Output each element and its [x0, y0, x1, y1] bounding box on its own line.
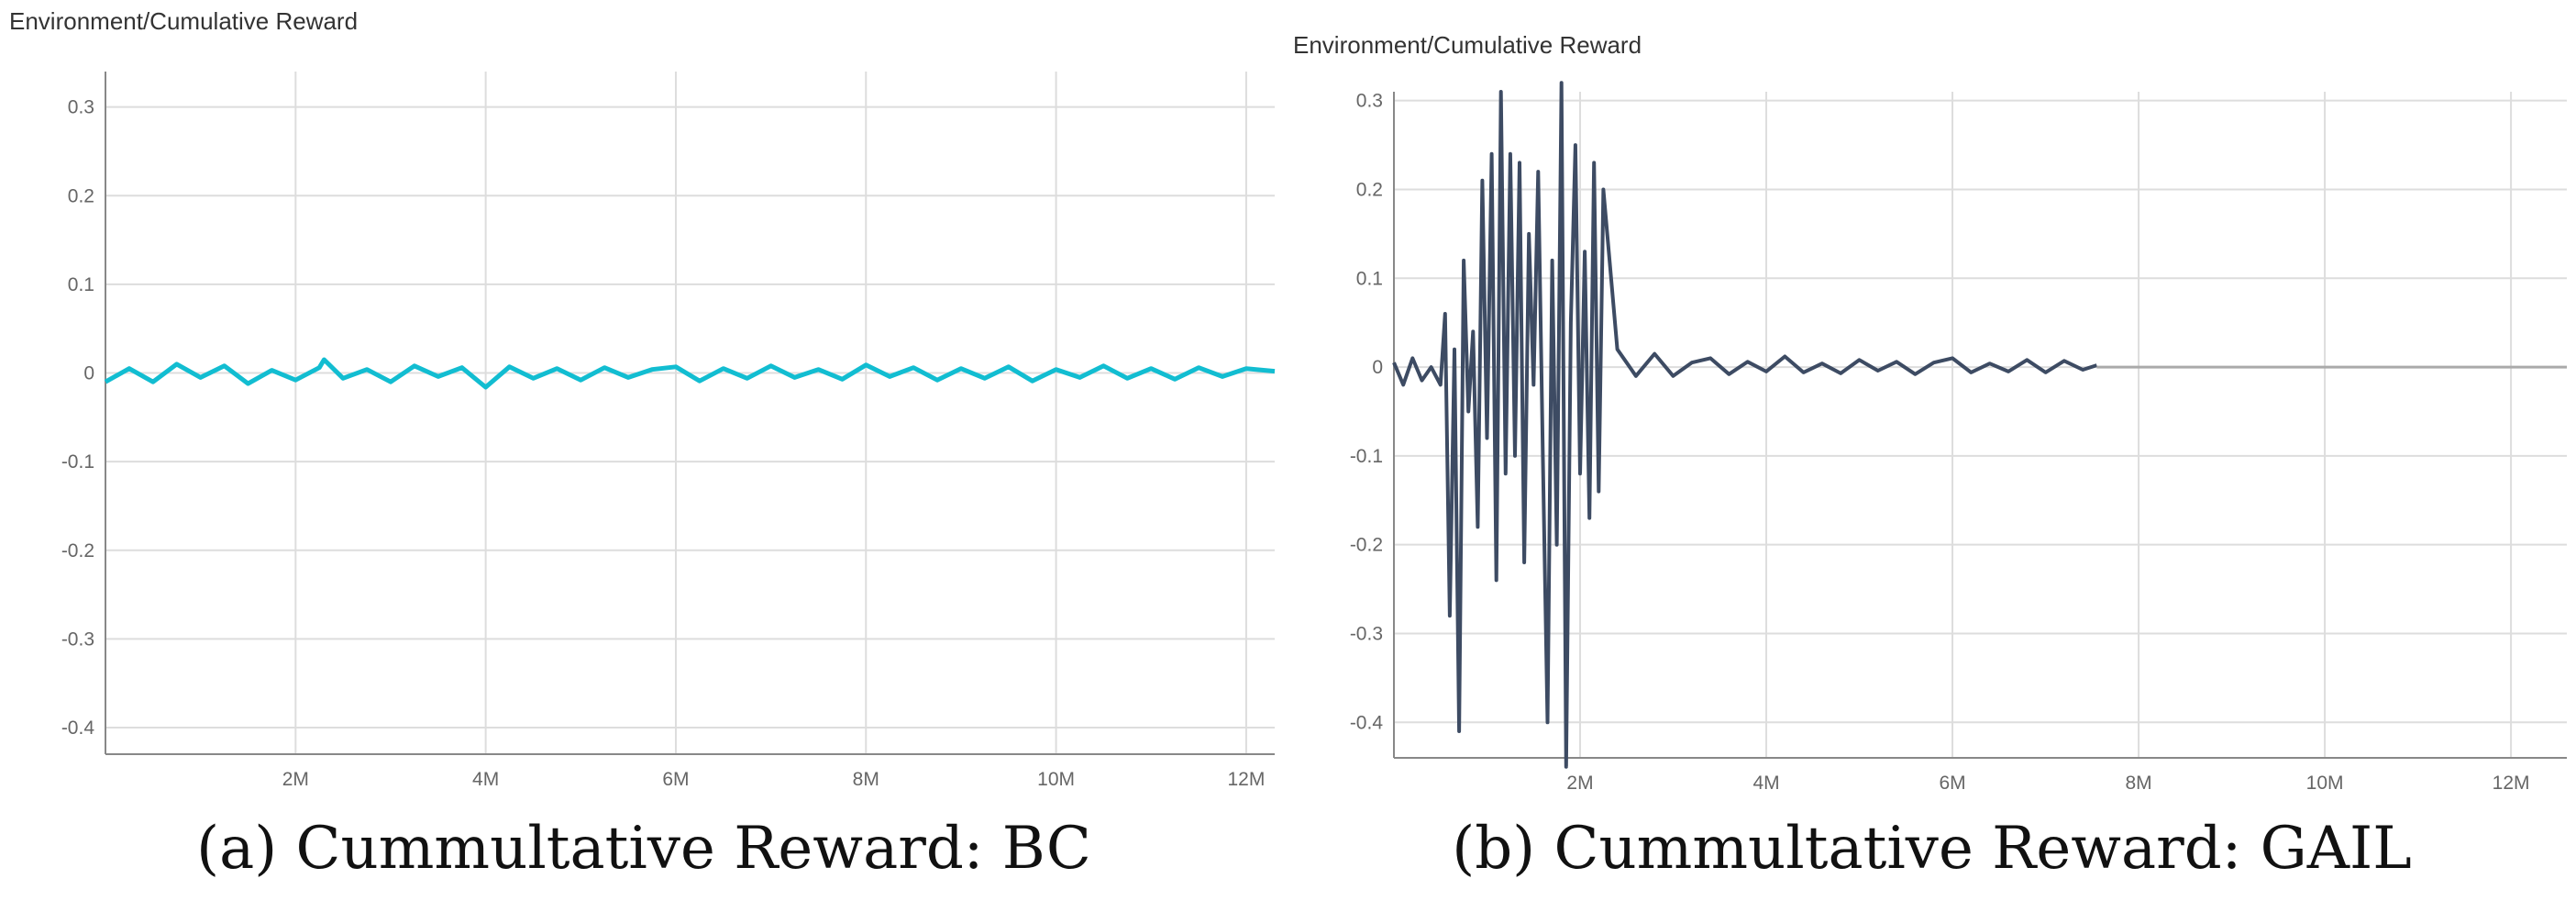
x-tick-label: 4M — [1752, 773, 1779, 794]
x-tick-label: 2M — [282, 769, 309, 790]
series-line — [1392, 81, 2098, 769]
y-tick-label: -0.4 — [1350, 712, 1384, 733]
chart-caption: (b) Cummultative Reward: GAIL — [1452, 815, 2412, 883]
y-tick-label: -0.2 — [1350, 535, 1383, 556]
x-tick-label: 10M — [1037, 769, 1075, 790]
y-tick-label: 0.1 — [1356, 268, 1383, 289]
x-tick-label: 4M — [472, 769, 499, 790]
line-chart-gail: 0.3 0.2 0.1 0 -0.1 -0.2 -0.3 -0.4 2M 4M 6M 8M 10M 12M — [1350, 81, 2567, 794]
x-tick-label: 12M — [1227, 769, 1265, 790]
y-tick-label: -0.3 — [61, 628, 94, 650]
chart-title: Environment/Cumulative Reward — [1293, 31, 1642, 59]
chart-title: Environment/Cumulative Reward — [9, 7, 359, 35]
y-tick-label: 0.2 — [1356, 179, 1383, 200]
x-tick-label: 6M — [1939, 773, 1965, 794]
y-tick-label: 0.3 — [1356, 91, 1383, 112]
x-tick-label: 12M — [2493, 773, 2530, 794]
y-tick-label: -0.2 — [61, 540, 94, 562]
line-chart-bc: 0.3 0.2 0.1 0 -0.1 -0.2 -0.3 -0.4 2M 4M 6M 8M 10M 12M — [61, 72, 1276, 790]
x-tick-label: 8M — [2125, 773, 2151, 794]
x-tick-label: 8M — [853, 769, 879, 790]
y-tick-label: -0.1 — [61, 451, 94, 473]
x-tick-label: 10M — [2306, 773, 2344, 794]
y-tick-label: 0 — [83, 363, 94, 384]
y-tick-label: 0 — [1372, 357, 1383, 378]
x-tick-label: 2M — [1566, 773, 1593, 794]
series-line — [104, 357, 1276, 390]
chart-panel-bc: Environment/Cumulative Reward 0.3 0.2 0.1 0… — [9, 7, 1276, 883]
y-tick-label: 0.2 — [68, 185, 94, 206]
y-tick-label: -0.3 — [1350, 623, 1383, 644]
chart-caption: (a) Cummultative Reward: BC — [196, 815, 1091, 883]
y-tick-label: -0.1 — [1350, 446, 1383, 467]
y-tick-label: -0.4 — [61, 717, 95, 739]
x-tick-label: 6M — [662, 769, 689, 790]
y-tick-label: 0.1 — [68, 274, 94, 295]
chart-panel-gail: Environment/Cumulative Reward 0.3 0.2 0.1 0… — [1288, 0, 2576, 912]
y-tick-label: 0.3 — [68, 97, 94, 118]
